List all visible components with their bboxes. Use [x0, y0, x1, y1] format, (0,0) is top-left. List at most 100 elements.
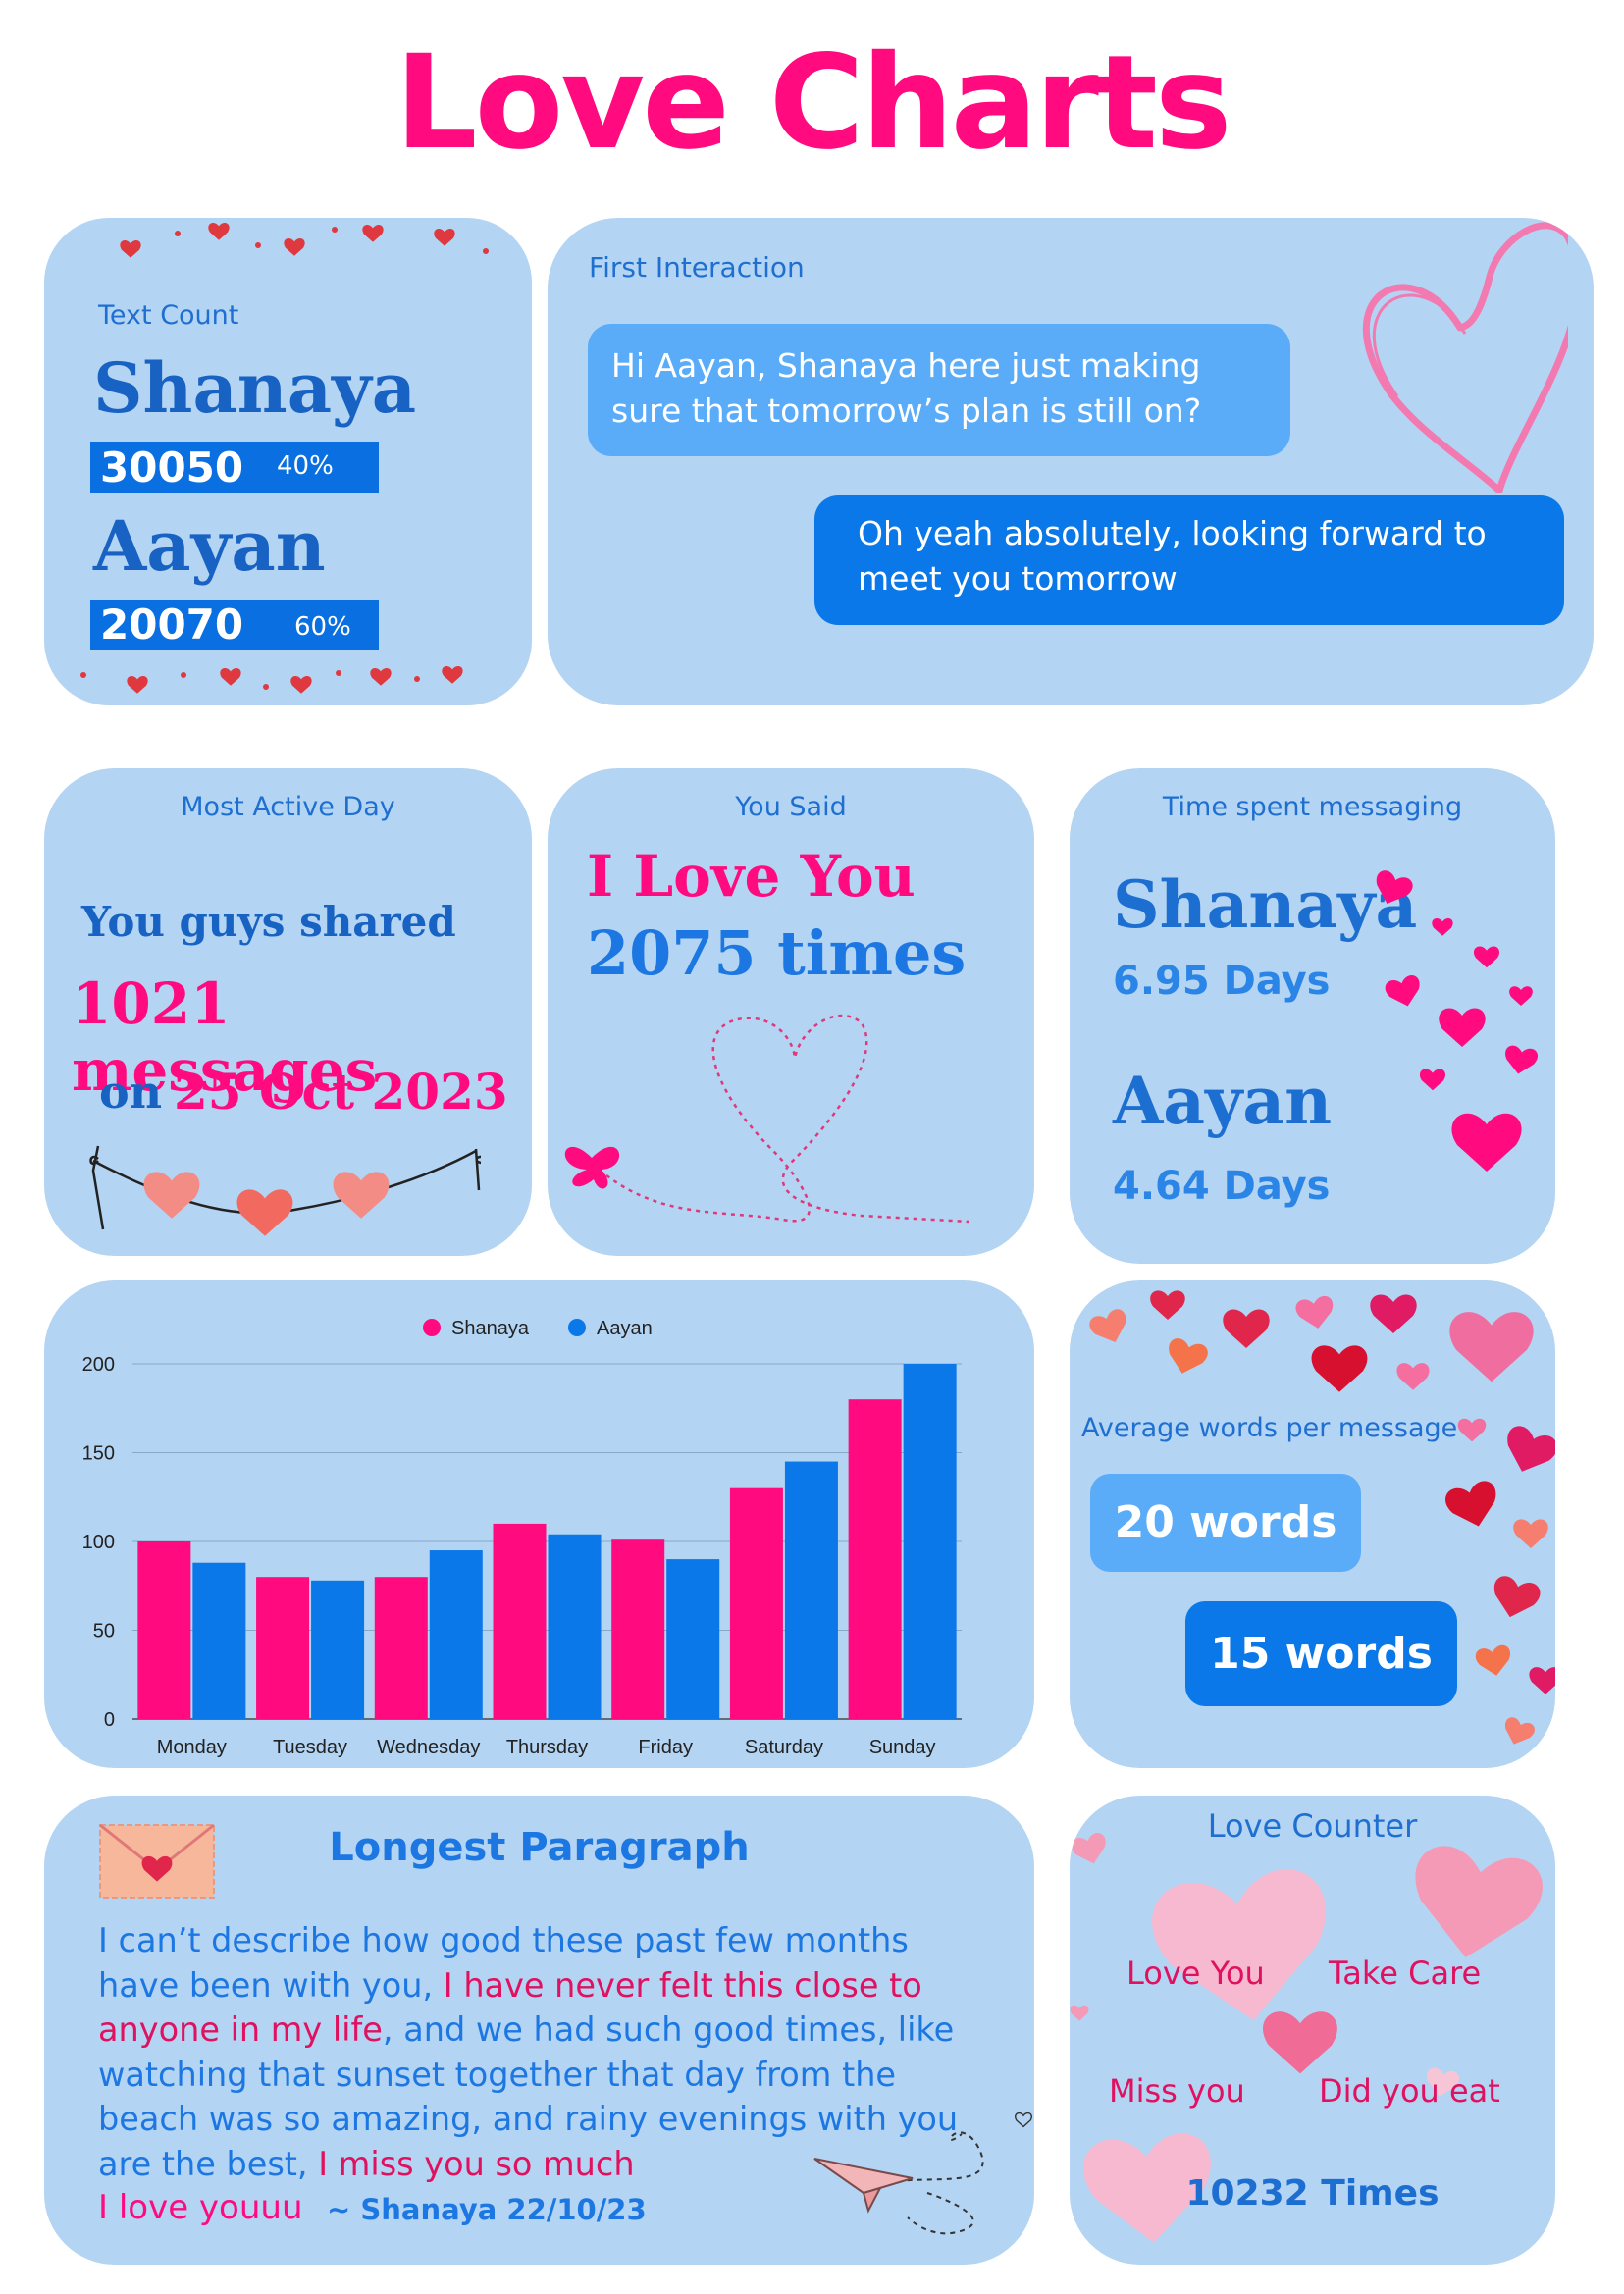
bar-shanaya-monday [137, 1541, 191, 1719]
bar-shanaya-saturday [729, 1487, 783, 1719]
heart-icon [1457, 1418, 1487, 1442]
paragraph-segment: I miss you so much [318, 2144, 635, 2183]
heart-icon [1415, 1846, 1543, 1957]
heart-icon [1513, 1519, 1548, 1548]
paragraph-text: I can’t describe how good these past few… [98, 1918, 958, 2186]
heart-icon [1432, 918, 1453, 936]
person1-percent: 40% [277, 451, 334, 481]
x-tick-label: Saturday [745, 1737, 823, 1758]
heart-icon [1071, 1833, 1106, 1864]
time-spent-card: Time spent messaging Shanaya 6.95 Days A… [1070, 768, 1555, 1264]
legend-marker-shanaya [423, 1319, 441, 1336]
hearts-border-decoration [80, 223, 489, 694]
heart-icon [1529, 1667, 1555, 1694]
longest-paragraph-card: Longest Paragraph I can’t describe how g… [44, 1796, 1034, 2265]
love-counter-card: Love Counter Love You Take Care Miss you… [1070, 1796, 1555, 2265]
paragraph-segment: anyone in my life [98, 2010, 383, 2049]
x-tick-label: Thursday [506, 1737, 588, 1758]
active-date: 25 Oct 2023 [174, 1063, 508, 1121]
person1-time: 6.95 Days [1113, 959, 1331, 1004]
weekly-messages-chart-card: 0 50 100 150 200 Monday Tuesday Wednesday Thursd… [44, 1280, 1034, 1768]
heart-icon [1507, 1426, 1555, 1472]
person2-name: Aayan [93, 505, 326, 587]
y-tick-label: 150 [82, 1443, 115, 1465]
pink-hearts-decoration [1070, 1833, 1543, 2243]
person1-count: 30050 [100, 443, 244, 492]
bar-aayan-saturday [784, 1461, 838, 1719]
bar-aayan-sunday [903, 1364, 957, 1719]
heart-icon [1439, 1008, 1486, 1047]
bar-aayan-tuesday [311, 1580, 365, 1719]
heart-icon [1475, 1644, 1510, 1676]
you-said-label: You Said [735, 792, 847, 822]
person1-name: Shanaya [1113, 866, 1418, 943]
time-spent-label: Time spent messaging [1162, 792, 1463, 822]
heart-icon [284, 238, 305, 256]
longest-paragraph-title: Longest Paragraph [329, 1825, 750, 1870]
legend-label-aayan: Aayan [597, 1318, 653, 1339]
paragraph-segment: I can’t describe how good these past few… [98, 1921, 909, 1959]
avg-words-value-2: 15 words [1210, 1629, 1433, 1679]
paragraph-segment: watching that sunset together that day f… [98, 2055, 897, 2094]
message-count: 1021 messages [72, 970, 378, 1104]
person2-count: 20070 [100, 600, 244, 649]
heart-icon [1089, 1309, 1126, 1343]
love-counter-label: Love Counter [1207, 1807, 1418, 1845]
avg-words-value-1: 20 words [1114, 1497, 1337, 1547]
most-active-day-card: Most Active Day You guys shared 1021 mes… [44, 768, 532, 1256]
heart-icon [1376, 870, 1413, 905]
heart-garland-decoration [89, 1145, 481, 1236]
heart-icon [370, 668, 392, 686]
heart-icon [120, 240, 141, 258]
message-bubble-sent: Oh yeah absolutely, looking forward to m… [814, 495, 1564, 625]
y-tick-label: 100 [82, 1532, 115, 1553]
person1-count-bar: 30050 40% [90, 442, 379, 493]
heart-icon [1263, 2011, 1337, 2074]
heart-icon [434, 229, 455, 246]
phrase-love-you: Love You [1126, 1955, 1265, 1992]
phrase-take-care: Take Care [1329, 1955, 1482, 1992]
phrase-did-you-eat: Did you eat [1319, 2072, 1500, 2110]
legend-marker-aayan [568, 1319, 586, 1336]
paragraph-segment: are the best, [98, 2144, 319, 2183]
on-text: on [99, 1066, 163, 1119]
text-count-label: Text Count [98, 300, 239, 331]
heart-icon [236, 1189, 293, 1236]
person1-name: Shanaya [93, 347, 417, 429]
bar-aayan-wednesday [429, 1550, 483, 1719]
y-tick-label: 200 [82, 1354, 115, 1376]
shared-text: You guys shared [81, 898, 456, 946]
heart-icon [1396, 1363, 1430, 1390]
x-tick-label: Friday [638, 1737, 693, 1758]
avg-words-bubble-2: 15 words [1185, 1601, 1457, 1706]
heart-icon [1150, 1290, 1185, 1320]
heart-icon [1419, 1069, 1446, 1091]
heart-icon [1427, 2067, 1460, 2097]
butterfly-icon [564, 1146, 620, 1189]
bar-aayan-monday [192, 1562, 246, 1719]
paragraph-line: have been with you, I have never felt th… [98, 1963, 958, 2008]
heart-icon [1451, 1113, 1522, 1172]
heart-icon [1082, 2133, 1211, 2243]
heart-icon [1449, 1312, 1534, 1382]
phrase-miss-you: Miss you [1109, 2072, 1245, 2110]
y-tick-label: 0 [104, 1709, 115, 1731]
paragraph-signature: ~ Shanaya 22/10/23 [327, 2193, 647, 2226]
x-tick-label: Tuesday [273, 1737, 347, 1758]
phrase-text: I Love You [587, 843, 916, 910]
heart-icon [1169, 1338, 1208, 1374]
most-active-label: Most Active Day [181, 792, 395, 822]
heart-icon [1493, 1576, 1541, 1618]
heart-icon [290, 676, 312, 694]
person2-percent: 60% [294, 612, 351, 642]
heart-icon [1509, 986, 1533, 1006]
heart-icon [143, 1172, 200, 1219]
person2-time: 4.64 Days [1113, 1164, 1331, 1209]
bar-shanaya-sunday [848, 1399, 902, 1719]
heart-icon [1504, 1717, 1535, 1745]
paragraph-segment: beach was so amazing, and rainy evenings… [98, 2100, 959, 2138]
paragraph-line: are the best, I miss you so much [98, 2142, 958, 2187]
paragraph-segment: have been with you, [98, 1965, 444, 2005]
heart-outline-icon [1362, 222, 1568, 493]
heart-icon [1505, 1045, 1539, 1074]
